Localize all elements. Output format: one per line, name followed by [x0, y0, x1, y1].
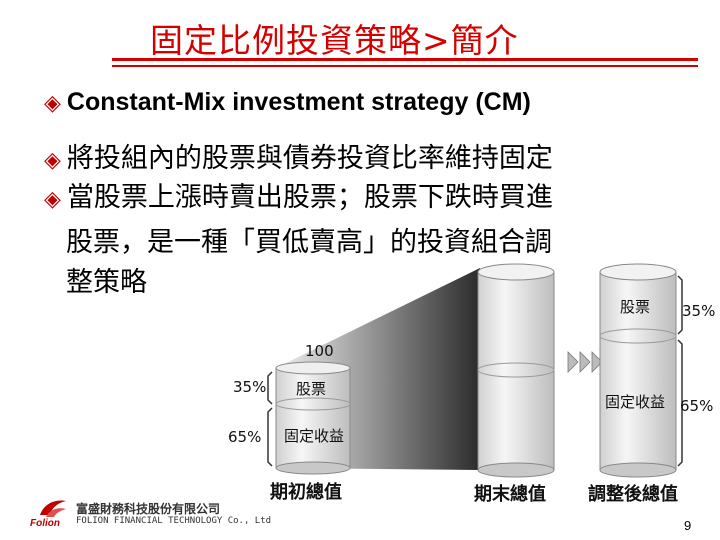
bullet-1-text: Constant-Mix investment strategy (CM)	[66, 88, 531, 116]
adjusted-stock-bracket	[677, 275, 683, 335]
adjusted-cylinder	[599, 263, 677, 478]
company-logo-icon	[40, 500, 66, 517]
initial-bond-label: 固定收益	[284, 427, 345, 445]
adjusted-bond-label: 固定收益	[605, 393, 666, 411]
company-brand: Folion	[30, 518, 60, 529]
end-cylinder	[477, 263, 555, 478]
page-number: 9	[684, 518, 692, 533]
initial-value: 100	[305, 342, 334, 360]
diamond-ring-icon: ◈	[44, 91, 61, 116]
adjusted-stock-label: 股票	[620, 298, 651, 316]
bullet-3-continuation-1: 股票，是一種「買低賣高」的投資組合調	[66, 227, 552, 258]
initial-bond-pct: 65%	[228, 428, 262, 446]
bullet-3-text: 當股票上漲時賣出股票；股票下跌時買進	[66, 182, 553, 213]
diamond-ring-icon: ◈	[44, 148, 61, 173]
title-underline	[112, 58, 698, 61]
company-name-cn: 富盛財務科技股份有限公司	[76, 502, 221, 516]
bullet-2: ◈ 將投組內的股票與債券投資比率維持固定	[44, 136, 553, 175]
initial-cylinder	[275, 361, 351, 475]
slide-title: 固定比例投資策略>簡介	[150, 21, 519, 60]
bullet-3-continuation-2: 整策略	[66, 267, 147, 298]
initial-bond-bracket	[267, 407, 273, 467]
initial-stock-pct: 35%	[233, 378, 267, 396]
bullet-3: ◈ 當股票上漲時賣出股票；股票下跌時買進	[44, 176, 553, 222]
adjusted-bond-pct: 65%	[680, 397, 714, 415]
title-underline-thin	[112, 65, 698, 67]
bullet-2-text: 將投組內的股票與債券投資比率維持固定	[66, 143, 553, 174]
company-name-en: FOLION FINANCIAL TECHNOLOGY Co., Ltd	[76, 516, 272, 526]
initial-stock-label: 股票	[296, 380, 327, 398]
adjusted-caption: 調整後總值	[588, 484, 678, 505]
adjusted-bond-bracket	[677, 339, 683, 467]
initial-stock-bracket	[267, 371, 273, 405]
adjusted-stock-pct: 35%	[682, 302, 716, 320]
bullet-1: ◈ Constant-Mix investment strategy (CM)	[44, 88, 531, 117]
initial-caption: 期初總值	[270, 482, 342, 503]
diamond-ring-icon: ◈	[44, 187, 61, 212]
triple-chevron-right-icon	[567, 351, 603, 373]
end-caption: 期末總值	[474, 484, 546, 505]
